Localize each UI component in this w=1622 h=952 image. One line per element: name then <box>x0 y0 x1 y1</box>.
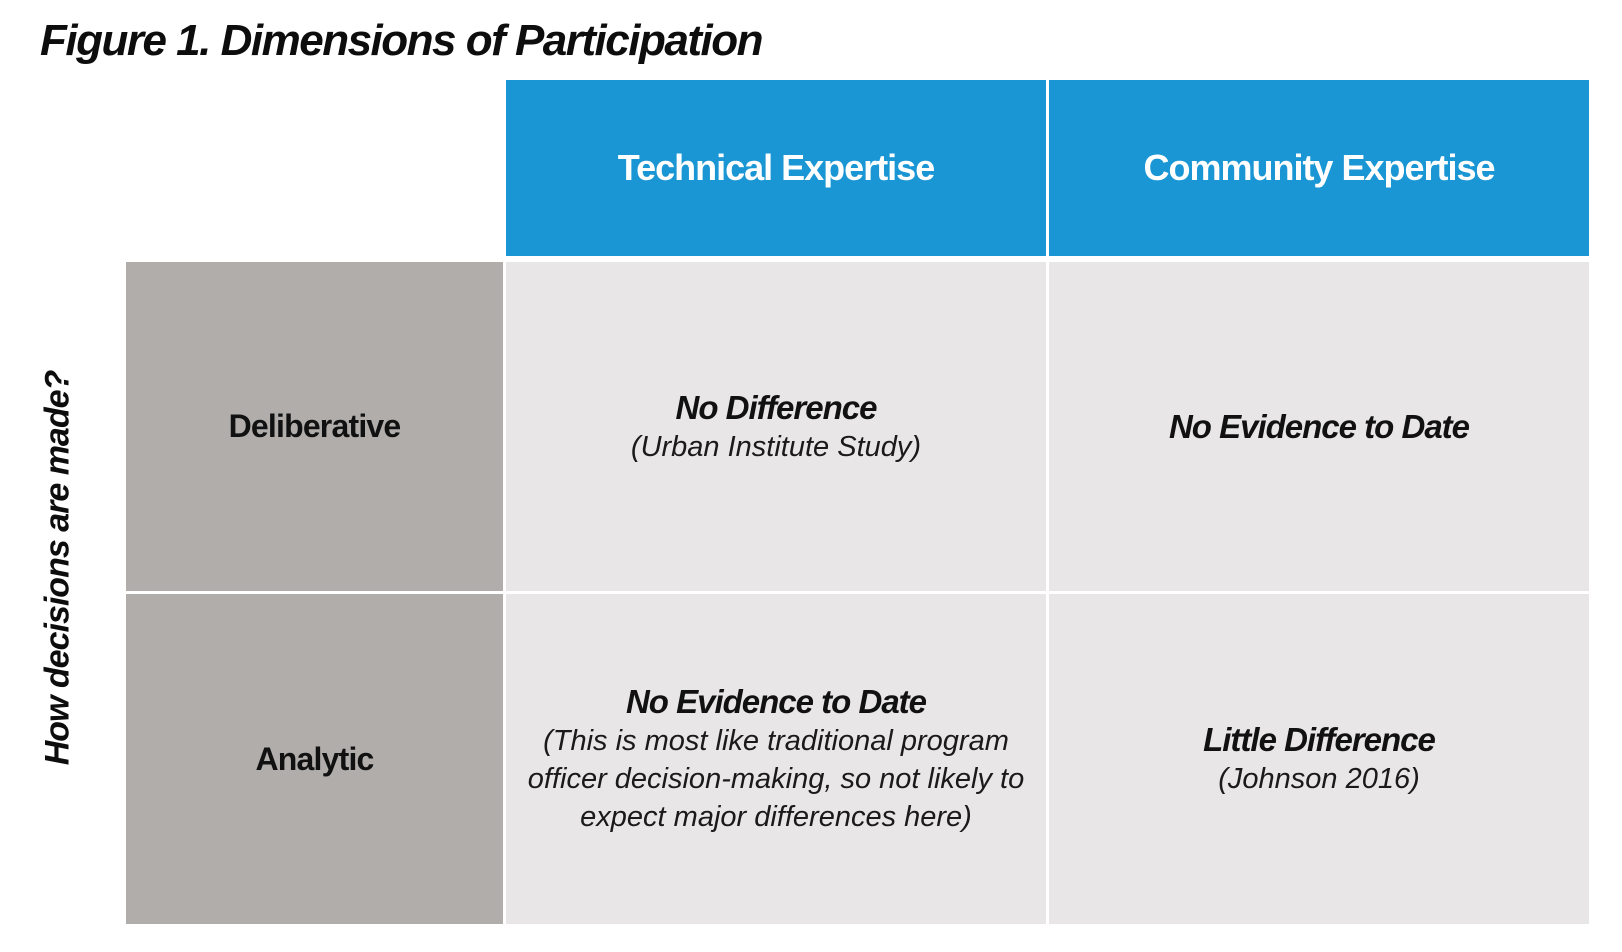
cell-heading: No Evidence to Date <box>1168 407 1470 445</box>
figure-title: Figure 1. Dimensions of Participation <box>40 16 763 65</box>
column-header-community-expertise: Community Expertise <box>1049 80 1589 256</box>
column-header-label: Community Expertise <box>1143 147 1495 188</box>
column-header-label: Technical Expertise <box>617 147 935 188</box>
column-header-technical-expertise: Technical Expertise <box>506 80 1046 256</box>
row-header-label: Analytic <box>255 740 374 777</box>
cell-deliberative-community: No Evidence to Date <box>1049 262 1589 591</box>
cell-deliberative-technical: No Difference (Urban Institute Study) <box>506 262 1046 591</box>
row-header-analytic: Analytic <box>126 594 503 924</box>
cell-analytic-community: Little Difference (Johnson 2016) <box>1049 594 1589 924</box>
cell-heading: No Evidence to Date <box>625 683 927 720</box>
cell-note: (Johnson 2016) <box>1218 763 1420 795</box>
row-header-label: Deliberative <box>228 408 402 444</box>
vertical-axis-label: How decisions are made? <box>38 370 77 766</box>
cell-analytic-technical: No Evidence to Date (This is most like t… <box>506 594 1046 924</box>
cell-note: (Urban Institute Study) <box>630 430 922 463</box>
cell-heading: No Difference <box>675 388 878 426</box>
cell-note: (This is most like traditional program o… <box>527 725 1025 833</box>
row-header-deliberative: Deliberative <box>126 262 503 591</box>
cell-heading: Little Difference <box>1203 721 1436 758</box>
